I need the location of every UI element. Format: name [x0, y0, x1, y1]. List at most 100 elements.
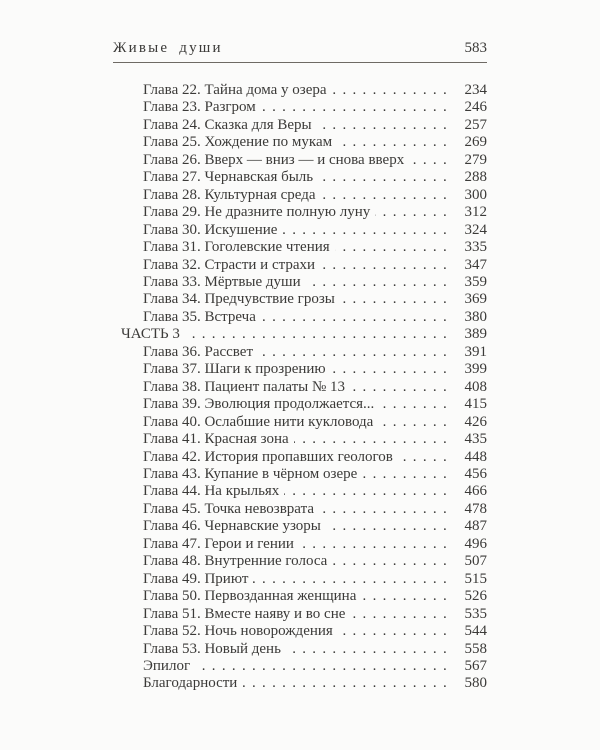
toc-entry[interactable]: Глава 33. Мёртвые души 359: [143, 274, 487, 291]
toc-entry[interactable]: Глава 50. Первозданная женщина 526: [143, 588, 487, 605]
toc-leader-dots: [326, 518, 453, 535]
toc-leader-dots: [282, 222, 453, 239]
toc-entry-page: 448: [464, 448, 488, 465]
toc-entry[interactable]: Глава 34. Предчувствие грозы 369: [143, 291, 487, 308]
running-title: Живые души: [113, 40, 223, 56]
toc-leader-dots: [350, 379, 453, 396]
toc-entry-label: Глава 31. Гоголевские чтения: [143, 239, 330, 256]
toc-entry-label: Глава 24. Сказка для Веры: [143, 116, 312, 133]
toc-entry[interactable]: Глава 29. Не дразните полную луну 312: [143, 204, 487, 221]
toc-entry-label: Глава 44. На крыльях: [143, 483, 280, 500]
toc-leader-dots: [332, 553, 453, 570]
toc-entry-label: Глава 52. Ночь новорождения: [143, 623, 333, 640]
toc-entry[interactable]: Глава 25. Хождение по мукам 269: [143, 134, 487, 151]
toc-entry-label: Благодарности: [143, 675, 238, 692]
toc-entry-page: 487: [464, 518, 488, 535]
toc-entry[interactable]: Глава 26. Вверх — вниз — и снова вверх 2…: [143, 152, 487, 169]
toc-entry[interactable]: Глава 28. Культурная среда 300: [143, 187, 487, 204]
toc-list: Глава 22. Тайна дома у озера 234 Глава 2…: [113, 82, 487, 693]
toc-entry-page: 269: [464, 134, 488, 151]
toc-entry[interactable]: ЧАСТЬ 3 389: [121, 326, 487, 343]
toc-entry[interactable]: Глава 49. Приют 515: [143, 571, 487, 588]
toc-entry[interactable]: Глава 24. Сказка для Веры 257: [143, 117, 487, 134]
toc-entry-label: Глава 38. Пациент палаты № 13: [143, 378, 346, 395]
toc-entry-label: Глава 22. Тайна дома у озера: [143, 82, 327, 98]
toc-entry-label: Глава 39. Эволюция продолжается...: [143, 396, 375, 413]
toc-leader-dots: [294, 431, 453, 448]
toc-entry-label: Глава 53. Новый день: [143, 640, 281, 657]
toc-entry[interactable]: Глава 37. Шаги к прозрению 399: [143, 361, 487, 378]
toc-entry-label: Глава 45. Точка невозврата: [143, 500, 314, 517]
toc-entry-page: 324: [464, 221, 488, 238]
toc-entry[interactable]: Глава 40. Ослабшие нити кукловода 426: [143, 414, 487, 431]
toc-entry-label: Глава 37. Шаги к прозрению: [143, 361, 326, 378]
toc-leader-dots: [398, 449, 453, 466]
toc-entry[interactable]: Глава 42. История пропавших геологов 448: [143, 449, 487, 466]
toc-leader-dots: [284, 483, 453, 500]
toc-entry-label: Глава 49. Приют: [143, 570, 249, 587]
toc-entry-label: Глава 43. Купание в чёрном озере: [143, 465, 358, 482]
toc-leader-dots: [375, 204, 453, 221]
toc-entry[interactable]: Глава 36. Рассвет 391: [143, 344, 487, 361]
toc-entry-label: Глава 25. Хождение по мукам: [143, 134, 333, 151]
toc-entry[interactable]: Глава 43. Купание в чёрном озере 456: [143, 466, 487, 483]
toc-entry[interactable]: Глава 31. Гоголевские чтения 335: [143, 239, 487, 256]
toc-entry[interactable]: Благодарности 580: [143, 675, 487, 692]
toc-entry[interactable]: Глава 48. Внутренние голоса 507: [143, 553, 487, 570]
toc-entry[interactable]: Глава 41. Красная зона 435: [143, 431, 487, 448]
toc-entry-page: 288: [464, 169, 488, 186]
toc-leader-dots: [319, 501, 453, 518]
toc-entry[interactable]: Глава 35. Встреча 380: [143, 309, 487, 326]
toc-entry-page: 435: [464, 431, 488, 448]
toc-leader-dots: [258, 344, 453, 361]
toc-entry-label: Глава 40. Ослабшие нити кукловода: [143, 413, 374, 430]
toc-entry-label: Глава 47. Герои и гении: [143, 535, 294, 552]
toc-entry-label: Глава 46. Чернавские узоры: [143, 518, 321, 535]
toc-entry-page: 257: [464, 116, 488, 133]
toc-entry-page: 544: [464, 623, 488, 640]
toc-entry[interactable]: Глава 39. Эволюция продолжается... 415: [143, 396, 487, 413]
toc-entry[interactable]: Глава 53. Новый день 558: [143, 641, 487, 658]
toc-leader-dots: [331, 361, 453, 378]
toc-entry-page: 567: [464, 657, 488, 674]
toc-entry[interactable]: Глава 30. Искушение 324: [143, 222, 487, 239]
toc-entry[interactable]: Глава 23. Разгром 246: [143, 99, 487, 116]
toc-entry-page: 515: [464, 570, 488, 587]
toc-entry-page: 580: [464, 675, 488, 692]
toc-leader-dots: [195, 658, 453, 675]
toc-entry[interactable]: Эпилог 567: [143, 658, 487, 675]
toc-leader-dots: [321, 187, 453, 204]
toc-leader-dots: [261, 99, 453, 116]
toc-entry[interactable]: Глава 32. Страсти и страхи 347: [143, 257, 487, 274]
toc-entry-page: 426: [464, 413, 488, 430]
toc-entry[interactable]: Глава 45. Точка невозврата 478: [143, 501, 487, 518]
toc-entry[interactable]: Глава 51. Вместе наяву и во сне 535: [143, 606, 487, 623]
toc-entry-label: Глава 28. Культурная среда: [143, 186, 316, 203]
toc-entry-page: 312: [464, 204, 488, 221]
toc-entry[interactable]: Глава 46. Чернавские узоры 487: [143, 518, 487, 535]
toc-entry-page: 415: [464, 396, 488, 413]
toc-entry[interactable]: Глава 38. Пациент палаты № 13 408: [143, 379, 487, 396]
toc-entry-page: 347: [464, 256, 488, 273]
toc-entry[interactable]: Глава 22. Тайна дома у озера 234: [143, 82, 487, 99]
toc-entry-page: 399: [464, 361, 488, 378]
toc-entry[interactable]: Глава 44. На крыльях 466: [143, 483, 487, 500]
toc-entry-label: ЧАСТЬ 3: [121, 326, 180, 343]
toc-entry-page: 359: [464, 273, 488, 290]
toc-leader-dots: [185, 326, 453, 343]
toc-entry-page: 391: [464, 343, 488, 360]
toc-entry-label: Глава 36. Рассвет: [143, 343, 254, 360]
toc-entry-label: Глава 29. Не дразните полную луну: [143, 204, 371, 221]
toc-entry[interactable]: Глава 27. Чернавская быль 288: [143, 169, 487, 186]
toc-entry[interactable]: Глава 47. Герои и гении 496: [143, 536, 487, 553]
toc-entry-label: Глава 26. Вверх — вниз — и снова вверх: [143, 151, 405, 168]
toc-entry-label: Глава 33. Мёртвые души: [143, 273, 301, 290]
toc-entry[interactable]: Глава 52. Ночь новорождения 544: [143, 623, 487, 640]
page-header: Живые души 583: [113, 40, 487, 63]
toc-entry-page: 535: [464, 605, 488, 622]
toc-entry-page: 408: [464, 378, 488, 395]
toc-entry-page: 507: [464, 553, 488, 570]
toc-entry-label: Глава 48. Внутренние голоса: [143, 553, 328, 570]
toc-leader-dots: [317, 117, 453, 134]
toc-entry-label: Глава 32. Страсти и страхи: [143, 256, 316, 273]
